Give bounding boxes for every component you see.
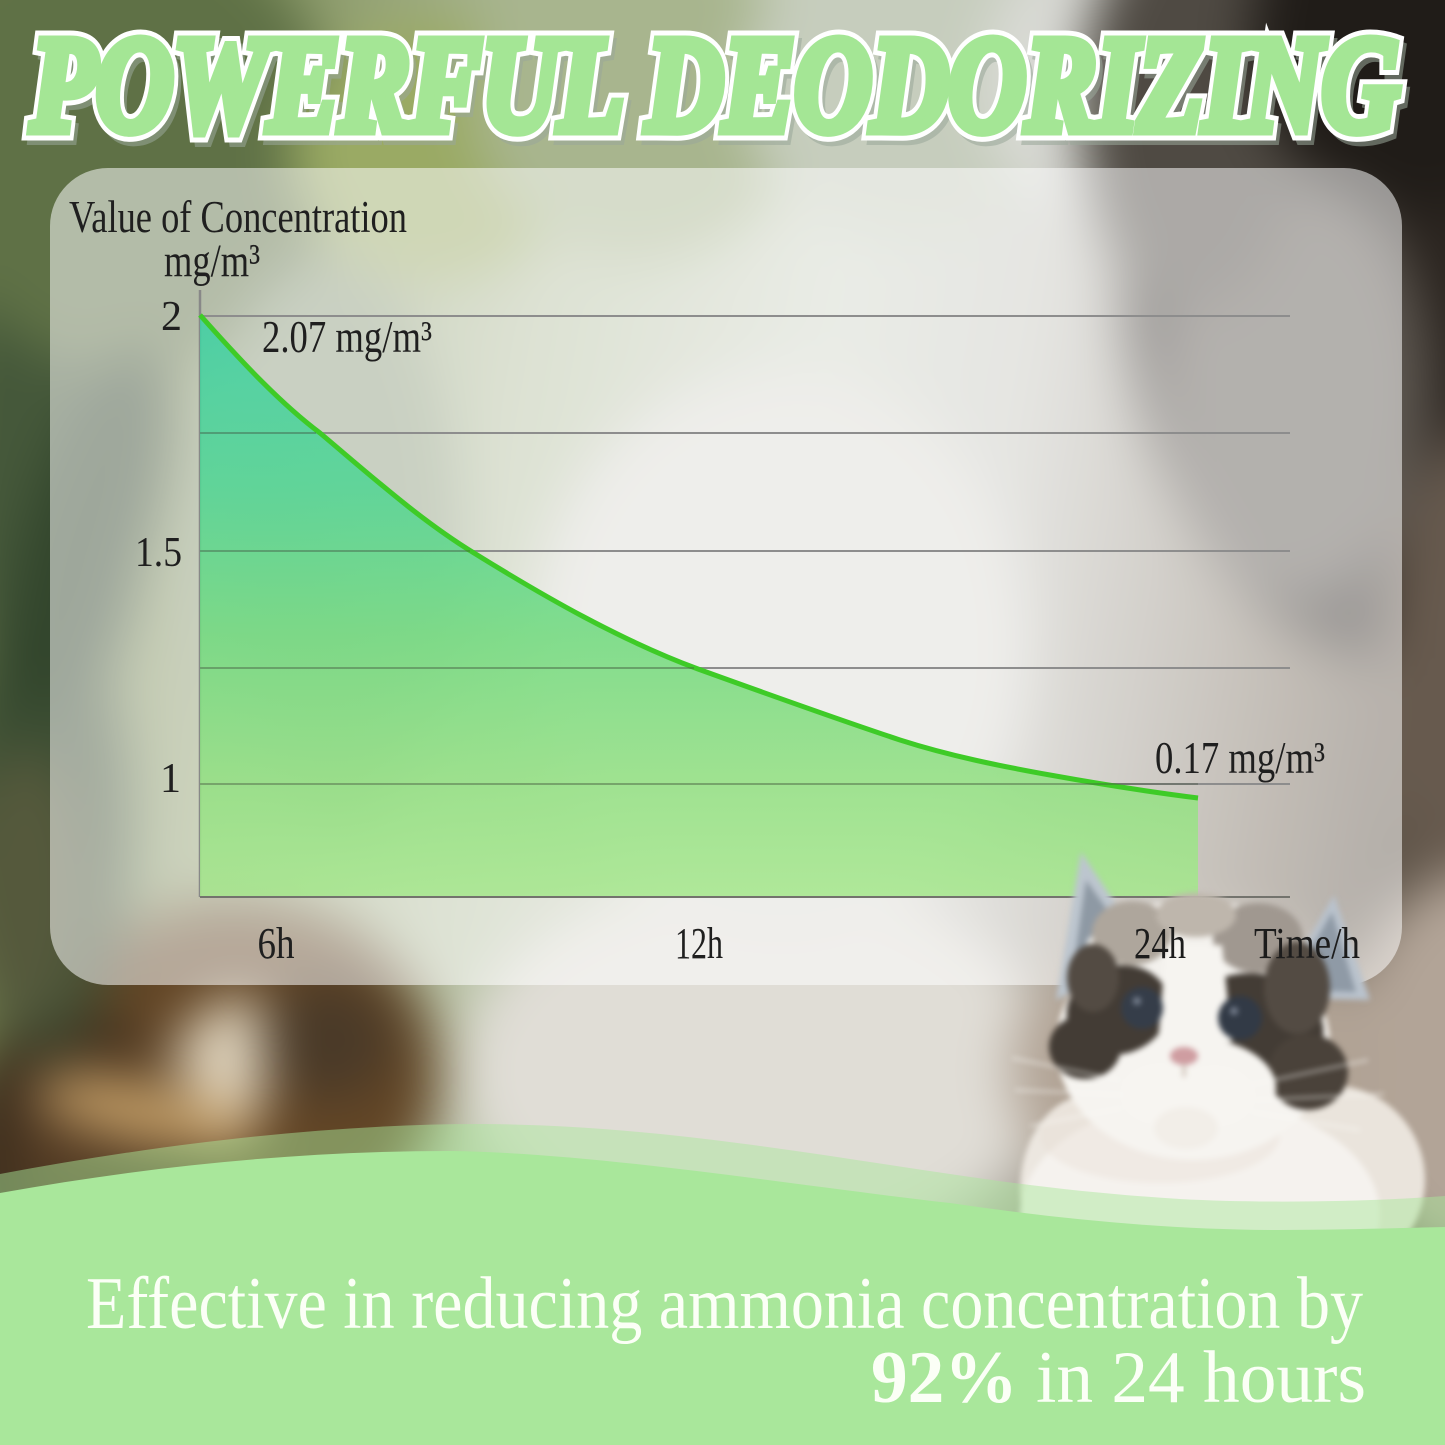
svg-text:POWERFUL DEODORIZING: POWERFUL DEODORIZING <box>30 10 1399 160</box>
svg-text:92% in 24 hours: 92% in 24 hours <box>871 1337 1366 1419</box>
svg-text:mg/m³: mg/m³ <box>164 235 260 287</box>
svg-text:2.07 mg/m³: 2.07 mg/m³ <box>262 311 432 362</box>
svg-text:Effective in reducing ammonia: Effective in reducing ammonia concentrat… <box>86 1263 1363 1345</box>
svg-text:0.17 mg/m³: 0.17 mg/m³ <box>1155 732 1325 783</box>
svg-text:Value of Concentration: Value of Concentration <box>69 192 407 242</box>
svg-text:POWERFUL DEODORIZING: POWERFUL DEODORIZING <box>34 16 1403 166</box>
svg-text:6h: 6h <box>258 919 295 968</box>
svg-text:24h: 24h <box>1134 919 1186 968</box>
svg-text:POWERFUL DEODORIZING: POWERFUL DEODORIZING <box>30 10 1399 160</box>
svg-text:1: 1 <box>160 756 181 802</box>
svg-text:Time/h: Time/h <box>1254 919 1360 968</box>
svg-text:2: 2 <box>161 294 182 340</box>
svg-text:1.5: 1.5 <box>135 530 182 576</box>
svg-text:12h: 12h <box>675 919 723 968</box>
